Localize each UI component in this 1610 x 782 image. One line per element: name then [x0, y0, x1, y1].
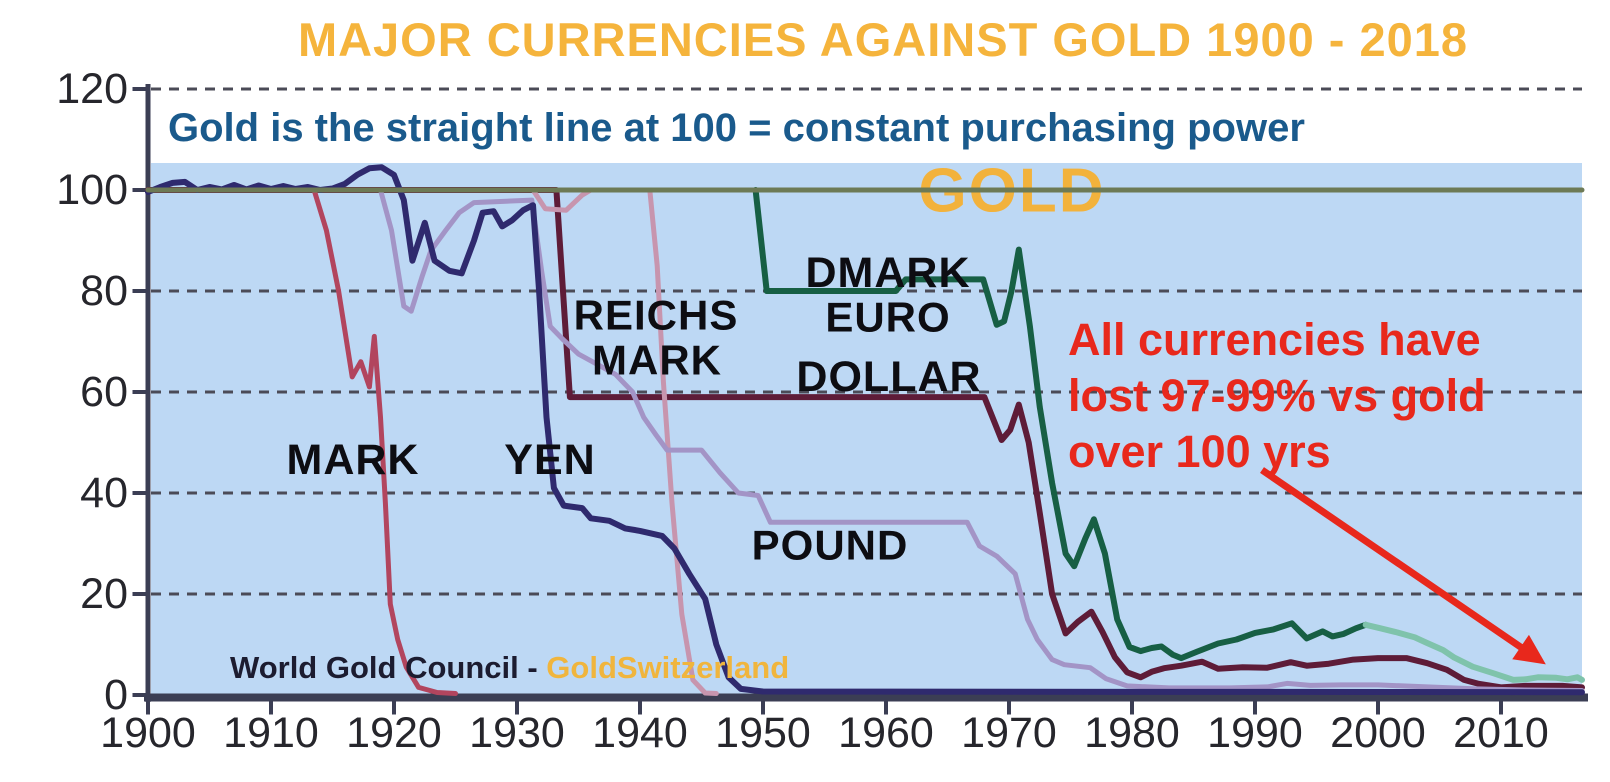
x-axis-label-1930: 1930 [469, 709, 565, 757]
annotation-line: lost 97-99% vs gold [1068, 370, 1486, 421]
x-tick-1970 [1007, 701, 1011, 715]
series-line-reichsmark [440, 187, 719, 696]
x-tick-1920 [392, 701, 396, 715]
x-axis-label-2000: 2000 [1330, 709, 1426, 757]
annotation-arrow-shaft [1260, 467, 1524, 651]
annotation-line: over 100 yrs [1068, 426, 1331, 477]
chart-subtitle: Gold is the straight line at 100 = const… [168, 106, 1305, 150]
y-axis-label-100: 100 [56, 166, 128, 214]
x-axis-label-2010: 2010 [1453, 709, 1549, 757]
currency-label-pound-7: POUND [752, 522, 909, 569]
y-axis-label-20: 20 [80, 570, 128, 618]
annotation-text: All currencies have lost 97-99% vs gold … [1068, 312, 1486, 480]
y-axis-label-80: 80 [80, 267, 128, 315]
series-line-pound [145, 187, 1585, 693]
x-tick-1930 [515, 701, 519, 715]
y-tick-60 [132, 390, 146, 394]
annotation-line: All currencies have [1068, 314, 1481, 365]
currency-label-yen-1: YEN [504, 436, 595, 484]
x-tick-2010 [1499, 701, 1503, 715]
currency-label-mark-3: MARK [592, 337, 722, 384]
y-tick-40 [132, 491, 146, 495]
x-tick-1960 [884, 701, 888, 715]
y-tick-120 [132, 87, 146, 91]
currency-label-dmark-4: DMARK [805, 249, 970, 297]
x-tick-1990 [1253, 701, 1257, 715]
y-tick-0 [132, 693, 146, 697]
annotation-arrow-head [1512, 634, 1546, 665]
y-axis-line [145, 84, 151, 702]
x-tick-2000 [1376, 701, 1380, 715]
y-tick-100 [132, 188, 146, 192]
currency-label-mark-0: MARK [287, 436, 420, 484]
series-line-dollar [145, 187, 1585, 691]
source-credit: World Gold Council - GoldSwitzerland [230, 650, 789, 686]
x-tick-1980 [1130, 701, 1134, 715]
x-tick-1950 [761, 701, 765, 715]
series-line-euro [1362, 621, 1585, 683]
currency-label-reichs-2: REICHS [574, 292, 739, 339]
x-axis-line [144, 693, 1588, 702]
source-credit-prefix: World Gold Council - [230, 650, 547, 685]
x-axis-label-1970: 1970 [961, 709, 1057, 757]
x-axis-label-1920: 1920 [346, 709, 442, 757]
x-axis-label-1940: 1940 [592, 709, 688, 757]
x-tick-1940 [638, 701, 642, 715]
y-axis-label-60: 60 [80, 368, 128, 416]
y-tick-20 [132, 592, 146, 596]
x-axis-label-1960: 1960 [838, 709, 934, 757]
chart-title: MAJOR CURRENCIES AGAINST GOLD 1900 - 201… [297, 13, 1469, 66]
y-axis-label-40: 40 [80, 469, 128, 517]
x-tick-1900 [146, 701, 150, 715]
x-axis-label-1990: 1990 [1207, 709, 1303, 757]
x-axis-label-1900: 1900 [100, 709, 196, 757]
x-axis-label-1950: 1950 [715, 709, 811, 757]
series-line-mark [145, 187, 458, 696]
y-axis-label-0: 0 [104, 671, 128, 719]
y-axis-label-120: 120 [56, 65, 128, 113]
currency-label-euro-5: EURO [825, 294, 950, 341]
x-axis-label-1980: 1980 [1084, 709, 1180, 757]
source-credit-brand: GoldSwitzerland [546, 650, 790, 685]
series-line-dmark [752, 187, 1369, 662]
x-tick-1910 [269, 701, 273, 715]
x-axis-label-1910: 1910 [223, 709, 319, 757]
currency-label-dollar-6: DOLLAR [796, 353, 981, 401]
y-tick-80 [132, 289, 146, 293]
